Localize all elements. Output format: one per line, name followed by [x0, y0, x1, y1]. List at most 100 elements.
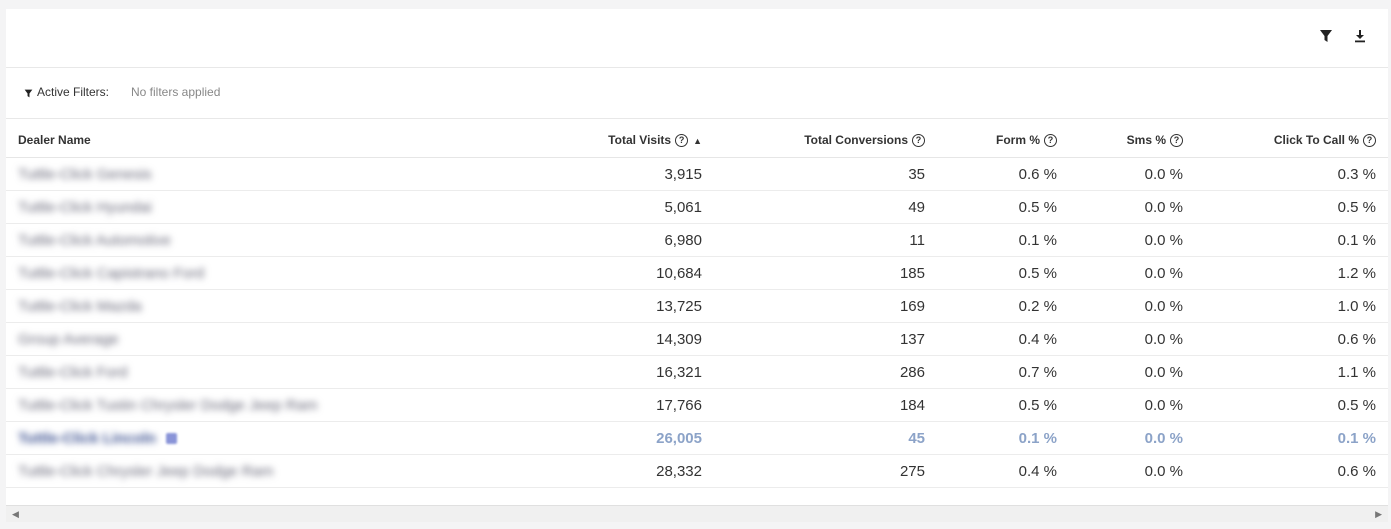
help-icon[interactable]: ? [675, 134, 689, 148]
sms-pct-cell: 0.0 % [1069, 322, 1195, 356]
total-visits-cell: 16,321 [386, 355, 714, 389]
total-visits-cell: 13,725 [386, 289, 714, 323]
total-conversions-cell: 275 [714, 454, 937, 488]
total-conversions-cell: 185 [714, 256, 937, 290]
dealer-name-cell: Tuttle-Click Chrysler Jeep Dodge Ram [6, 454, 386, 488]
total-conversions-cell: 169 [714, 289, 937, 323]
sort-asc-icon[interactable]: ▲ [693, 135, 702, 146]
total-conversions-cell: 184 [714, 388, 937, 422]
table-row[interactable]: Tuttle-Click Automotive 6,980 11 0.1 % 0.0 %… [6, 223, 1388, 257]
dealer-name-cell: Tuttle-Click Capistrano Ford [6, 256, 386, 290]
sms-pct-cell: 0.0 % [1069, 223, 1195, 257]
total-visits-cell: 28,332 [386, 454, 714, 488]
click-to-call-pct-cell: 0.5 % [1195, 190, 1388, 224]
sms-pct-cell: 0.0 % [1069, 388, 1195, 422]
col-dealer-name[interactable]: Dealer Name [6, 123, 386, 158]
total-visits-cell: 3,915 [386, 157, 714, 191]
sms-pct-cell: 0.0 % [1069, 454, 1195, 488]
dealer-name-cell: Group Average [6, 322, 386, 356]
dealer-name: Tuttle-Click Genesis [18, 165, 152, 183]
total-conversions-cell: 35 [714, 157, 937, 191]
click-to-call-pct-cell: 0.3 % [1195, 157, 1388, 191]
table-row[interactable]: Tuttle-Click Capistrano Ford 10,684 185 0.5… [6, 256, 1388, 290]
table-row[interactable]: Tuttle-Click Genesis 3,915 35 0.6 % 0.0 % 0.3… [6, 157, 1388, 191]
dealer-name: Tuttle-Click Capistrano Ford [18, 264, 205, 282]
form-pct-cell: 0.5 % [937, 190, 1069, 224]
help-icon[interactable]: ? [1363, 134, 1376, 148]
dealer-name: Tuttle-Click Hyundai [18, 198, 152, 216]
total-visits-cell: 5,061 [386, 190, 714, 224]
scroll-left-icon[interactable]: ◀ [12, 509, 19, 519]
sms-pct-cell: 0.0 % [1069, 190, 1195, 224]
form-pct-cell: 0.4 % [937, 322, 1069, 356]
table-row[interactable]: Tuttle-Click Mazda 13,725 169 0.2 % 0.0 % 1.0… [6, 289, 1388, 323]
dealer-name: Tuttle-Click Tustin Chrysler Dodge Jeep … [18, 396, 318, 414]
help-icon[interactable]: ? [1044, 134, 1057, 148]
dealer-name-cell: Tuttle-Click Genesis [6, 157, 386, 191]
col-form-pct[interactable]: Form %? [937, 123, 1069, 158]
dealer-name: Tuttle-Click Automotive [18, 231, 171, 249]
col-sms-pct[interactable]: Sms %? [1069, 123, 1195, 158]
report-toolbar [6, 9, 1388, 68]
current-dealer-icon [166, 433, 178, 445]
help-icon[interactable]: ? [1170, 134, 1183, 148]
table-row[interactable]: Tuttle-Click Tustin Chrysler Dodge Jeep … [6, 388, 1388, 422]
total-visits-cell: 6,980 [386, 223, 714, 257]
click-to-call-pct-cell: 1.2 % [1195, 256, 1388, 290]
dealer-name: Tuttle-Click Ford [18, 363, 128, 381]
total-visits-cell: 26,005 [386, 421, 714, 455]
filter-icon[interactable] [1319, 29, 1335, 45]
total-conversions-cell: 137 [714, 322, 937, 356]
scroll-right-icon[interactable]: ▶ [1375, 509, 1382, 519]
sms-pct-cell: 0.0 % [1069, 421, 1195, 455]
form-pct-cell: 0.6 % [937, 157, 1069, 191]
dealer-name: Tuttle-Click Chrysler Jeep Dodge Ram [18, 462, 274, 480]
click-to-call-pct-cell: 0.1 % [1195, 223, 1388, 257]
sms-pct-cell: 0.0 % [1069, 355, 1195, 389]
help-icon[interactable]: ? [912, 134, 925, 148]
table-row[interactable]: Group Average 14,309 137 0.4 % 0.0 % 0.6 % [6, 322, 1388, 356]
col-total-conversions[interactable]: Total Conversions? [714, 123, 937, 158]
total-visits-cell: 10,684 [386, 256, 714, 290]
download-icon[interactable] [1353, 29, 1369, 45]
dealer-name-cell: Tuttle-Click Hyundai [6, 190, 386, 224]
col-click-to-call-pct[interactable]: Click To Call %? [1195, 123, 1388, 158]
click-to-call-pct-cell: 0.6 % [1195, 322, 1388, 356]
total-visits-cell: 17,766 [386, 388, 714, 422]
dealer-name-cell: Tuttle-Click Lincoln [6, 421, 386, 455]
click-to-call-pct-cell: 0.5 % [1195, 388, 1388, 422]
total-conversions-cell: 11 [714, 223, 937, 257]
form-pct-cell: 0.5 % [937, 256, 1069, 290]
click-to-call-pct-cell: 1.0 % [1195, 289, 1388, 323]
form-pct-cell: 0.2 % [937, 289, 1069, 323]
table-row[interactable]: Tuttle-Click Hyundai 5,061 49 0.5 % 0.0 % 0.5… [6, 190, 1388, 224]
sms-pct-cell: 0.0 % [1069, 289, 1195, 323]
total-visits-cell: 14,309 [386, 322, 714, 356]
click-to-call-pct-cell: 1.1 % [1195, 355, 1388, 389]
form-pct-cell: 0.4 % [937, 454, 1069, 488]
dealer-name-cell: Tuttle-Click Tustin Chrysler Dodge Jeep … [6, 388, 386, 422]
dealer-name: Tuttle-Click Lincoln [18, 429, 157, 447]
table-row[interactable]: Tuttle-Click Ford 16,321 286 0.7 % 0.0 % 1.1 … [6, 355, 1388, 389]
dealer-name-cell: Tuttle-Click Ford [6, 355, 386, 389]
col-total-visits[interactable]: Total Visits? ▲ [386, 123, 714, 158]
click-to-call-pct-cell: 0.6 % [1195, 454, 1388, 488]
active-filters-value: No filters applied [131, 85, 221, 99]
table-row[interactable]: Tuttle-Click Chrysler Jeep Dodge Ram 28,3… [6, 454, 1388, 488]
form-pct-cell: 0.5 % [937, 388, 1069, 422]
dealer-table: Dealer Name Total Visits? ▲ Total Convers… [6, 123, 1388, 488]
report-card: Active Filters: No filters applied Deale… [6, 9, 1388, 505]
form-pct-cell: 0.1 % [937, 223, 1069, 257]
click-to-call-pct-cell: 0.1 % [1195, 421, 1388, 455]
table-header-row: Dealer Name Total Visits? ▲ Total Convers… [6, 123, 1388, 158]
sms-pct-cell: 0.0 % [1069, 157, 1195, 191]
form-pct-cell: 0.1 % [937, 421, 1069, 455]
form-pct-cell: 0.7 % [937, 355, 1069, 389]
dealer-name-cell: Tuttle-Click Mazda [6, 289, 386, 323]
active-filters-bar: Active Filters: No filters applied [6, 68, 1388, 119]
horizontal-scrollbar[interactable]: ◀ ▶ [6, 505, 1388, 522]
sms-pct-cell: 0.0 % [1069, 256, 1195, 290]
active-filters-label: Active Filters: [37, 85, 110, 99]
dealer-name-cell: Tuttle-Click Automotive [6, 223, 386, 257]
table-row[interactable]: Tuttle-Click Lincoln 26,005 45 0.1 % 0.0 % 0.… [6, 421, 1388, 455]
